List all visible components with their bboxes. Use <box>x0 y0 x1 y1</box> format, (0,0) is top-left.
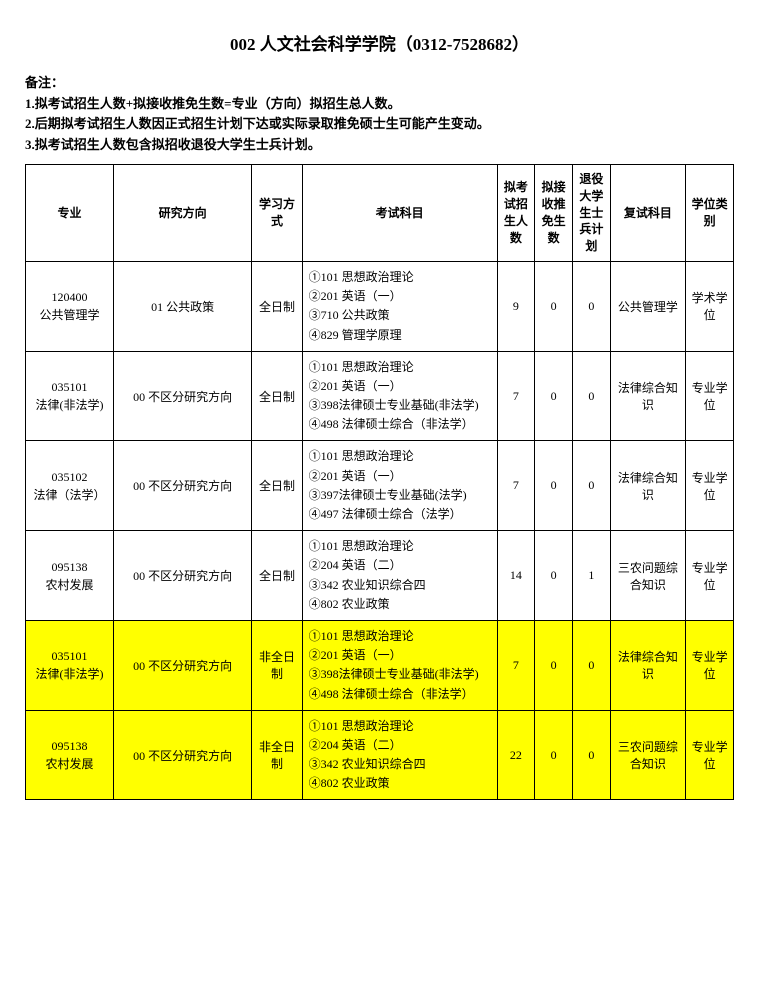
cell-mode: 全日制 <box>252 351 302 441</box>
cell-tuimian-count: 0 <box>535 531 573 621</box>
cell-veteran-count: 0 <box>572 710 610 800</box>
table-row: 120400公共管理学01 公共政策全日制①101 思想政治理论②201 英语（… <box>26 261 734 351</box>
header-veteran-count: 退役大学生士兵计划 <box>572 165 610 262</box>
cell-major: 095138农村发展 <box>26 710 114 800</box>
cell-tuimian-count: 0 <box>535 620 573 710</box>
cell-mode: 全日制 <box>252 531 302 621</box>
cell-subjects: ①101 思想政治理论②204 英语（二）③342 农业知识综合四④802 农业… <box>302 710 497 800</box>
cell-retest: 公共管理学 <box>610 261 685 351</box>
header-mode: 学习方式 <box>252 165 302 262</box>
cell-exam-count: 14 <box>497 531 535 621</box>
cell-mode: 非全日制 <box>252 710 302 800</box>
cell-retest: 法律综合知识 <box>610 620 685 710</box>
cell-degree: 专业学位 <box>686 620 734 710</box>
cell-subjects: ①101 思想政治理论②201 英语（一）③398法律硕士专业基础(非法学)④4… <box>302 620 497 710</box>
cell-major: 095138农村发展 <box>26 531 114 621</box>
cell-direction: 00 不区分研究方向 <box>114 620 252 710</box>
cell-retest: 三农问题综合知识 <box>610 710 685 800</box>
cell-tuimian-count: 0 <box>535 441 573 531</box>
cell-major: 035101法律(非法学) <box>26 620 114 710</box>
cell-veteran-count: 0 <box>572 620 610 710</box>
cell-subjects: ①101 思想政治理论②201 英语（一）③710 公共政策④829 管理学原理 <box>302 261 497 351</box>
cell-direction: 00 不区分研究方向 <box>114 441 252 531</box>
cell-major: 120400公共管理学 <box>26 261 114 351</box>
cell-tuimian-count: 0 <box>535 351 573 441</box>
cell-direction: 00 不区分研究方向 <box>114 710 252 800</box>
cell-retest: 法律综合知识 <box>610 351 685 441</box>
table-row: 035102法律（法学）00 不区分研究方向全日制①101 思想政治理论②201… <box>26 441 734 531</box>
header-major: 专业 <box>26 165 114 262</box>
header-tuimian-count: 拟接收推免生数 <box>535 165 573 262</box>
header-retest: 复试科目 <box>610 165 685 262</box>
notes-line1: 1.拟考试招生人数+拟接收推免生数=专业（方向）拟招生总人数。 <box>25 94 734 114</box>
cell-degree: 专业学位 <box>686 441 734 531</box>
cell-retest: 法律综合知识 <box>610 441 685 531</box>
cell-veteran-count: 0 <box>572 441 610 531</box>
cell-veteran-count: 0 <box>572 261 610 351</box>
cell-exam-count: 7 <box>497 441 535 531</box>
cell-retest: 三农问题综合知识 <box>610 531 685 621</box>
table-header-row: 专业 研究方向 学习方式 考试科目 拟考试招生人数 拟接收推免生数 退役大学生士… <box>26 165 734 262</box>
notes-block: 备注： 1.拟考试招生人数+拟接收推免生数=专业（方向）拟招生总人数。 2.后期… <box>25 73 734 154</box>
header-direction: 研究方向 <box>114 165 252 262</box>
cell-direction: 00 不区分研究方向 <box>114 351 252 441</box>
cell-subjects: ①101 思想政治理论②204 英语（二）③342 农业知识综合四④802 农业… <box>302 531 497 621</box>
cell-tuimian-count: 0 <box>535 261 573 351</box>
cell-subjects: ①101 思想政治理论②201 英语（一）③398法律硕士专业基础(非法学)④4… <box>302 351 497 441</box>
cell-exam-count: 22 <box>497 710 535 800</box>
cell-exam-count: 9 <box>497 261 535 351</box>
header-exam-count: 拟考试招生人数 <box>497 165 535 262</box>
cell-major: 035102法律（法学） <box>26 441 114 531</box>
table-row: 095138农村发展00 不区分研究方向非全日制①101 思想政治理论②204 … <box>26 710 734 800</box>
cell-mode: 全日制 <box>252 441 302 531</box>
cell-mode: 全日制 <box>252 261 302 351</box>
cell-tuimian-count: 0 <box>535 710 573 800</box>
cell-exam-count: 7 <box>497 351 535 441</box>
cell-degree: 专业学位 <box>686 710 734 800</box>
notes-label: 备注： <box>25 73 734 93</box>
cell-direction: 00 不区分研究方向 <box>114 531 252 621</box>
admissions-table: 专业 研究方向 学习方式 考试科目 拟考试招生人数 拟接收推免生数 退役大学生士… <box>25 164 734 800</box>
cell-degree: 专业学位 <box>686 531 734 621</box>
cell-subjects: ①101 思想政治理论②201 英语（一）③397法律硕士专业基础(法学)④49… <box>302 441 497 531</box>
notes-line2: 2.后期拟考试招生人数因正式招生计划下达或实际录取推免硕士生可能产生变动。 <box>25 114 734 134</box>
table-row: 095138农村发展00 不区分研究方向全日制①101 思想政治理论②204 英… <box>26 531 734 621</box>
cell-degree: 专业学位 <box>686 351 734 441</box>
cell-mode: 非全日制 <box>252 620 302 710</box>
cell-degree: 学术学位 <box>686 261 734 351</box>
page-title: 002 人文社会科学学院（0312-7528682） <box>25 30 734 55</box>
cell-exam-count: 7 <box>497 620 535 710</box>
cell-veteran-count: 1 <box>572 531 610 621</box>
table-row: 035101法律(非法学)00 不区分研究方向非全日制①101 思想政治理论②2… <box>26 620 734 710</box>
cell-direction: 01 公共政策 <box>114 261 252 351</box>
cell-major: 035101法律(非法学) <box>26 351 114 441</box>
header-degree: 学位类别 <box>686 165 734 262</box>
table-row: 035101法律(非法学)00 不区分研究方向全日制①101 思想政治理论②20… <box>26 351 734 441</box>
notes-line3: 3.拟考试招生人数包含拟招收退役大学生士兵计划。 <box>25 135 734 155</box>
cell-veteran-count: 0 <box>572 351 610 441</box>
table-body: 120400公共管理学01 公共政策全日制①101 思想政治理论②201 英语（… <box>26 261 734 800</box>
header-subjects: 考试科目 <box>302 165 497 262</box>
